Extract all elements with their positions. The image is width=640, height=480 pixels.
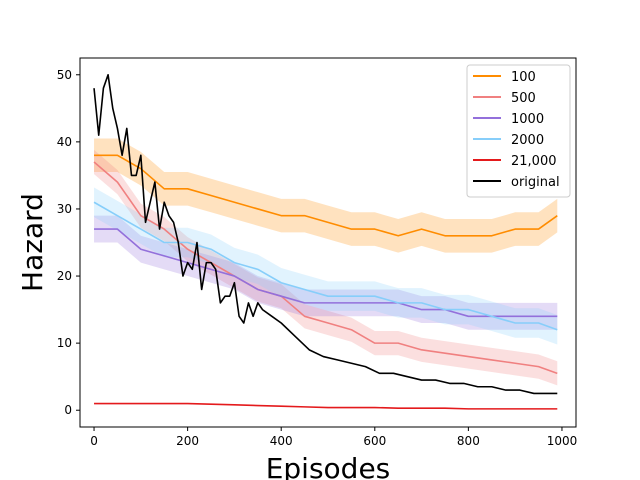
series-band-3 bbox=[94, 187, 558, 345]
y-axis-label: Hazard bbox=[16, 193, 49, 292]
legend-entry: 500 bbox=[511, 91, 536, 106]
x-tick-label: 400 bbox=[270, 434, 293, 448]
y-tick-label: 0 bbox=[64, 403, 72, 417]
x-tick-label: 1000 bbox=[547, 434, 578, 448]
x-axis-label: Episodes bbox=[266, 452, 391, 480]
series-line-5 bbox=[93, 73, 558, 395]
series-band-0 bbox=[94, 138, 558, 253]
series-line-2 bbox=[94, 228, 558, 318]
y-tick-label: 10 bbox=[57, 336, 72, 350]
legend-entry: 2000 bbox=[511, 133, 544, 148]
legend-entry: original bbox=[511, 175, 560, 190]
y-tick-label: 30 bbox=[57, 202, 72, 216]
series-line-3 bbox=[93, 201, 558, 331]
legend: 100 500 1000 2000 21,000 original bbox=[466, 64, 571, 198]
legend-entry: 21,000 bbox=[511, 154, 557, 169]
y-tick-label: 50 bbox=[57, 68, 72, 82]
plot-frame bbox=[79, 57, 577, 428]
series-line-1 bbox=[93, 161, 558, 375]
y-axis-ticks: 0 10 20 30 40 50 bbox=[57, 68, 80, 417]
y-tick-label: 20 bbox=[57, 269, 72, 283]
series-band-2 bbox=[94, 215, 558, 330]
x-tick-label: 600 bbox=[363, 434, 386, 448]
series-line-4 bbox=[94, 402, 558, 410]
y-tick-label: 40 bbox=[57, 135, 72, 149]
series-line-0 bbox=[94, 154, 558, 237]
legend-entry: 1000 bbox=[511, 112, 544, 127]
x-axis-ticks: 0 200 400 600 800 1000 bbox=[90, 427, 577, 448]
series-lines bbox=[93, 73, 558, 410]
legend-entry: 100 bbox=[511, 70, 536, 85]
x-tick-label: 200 bbox=[176, 434, 199, 448]
x-tick-label: 0 bbox=[90, 434, 98, 448]
x-tick-label: 800 bbox=[457, 434, 480, 448]
